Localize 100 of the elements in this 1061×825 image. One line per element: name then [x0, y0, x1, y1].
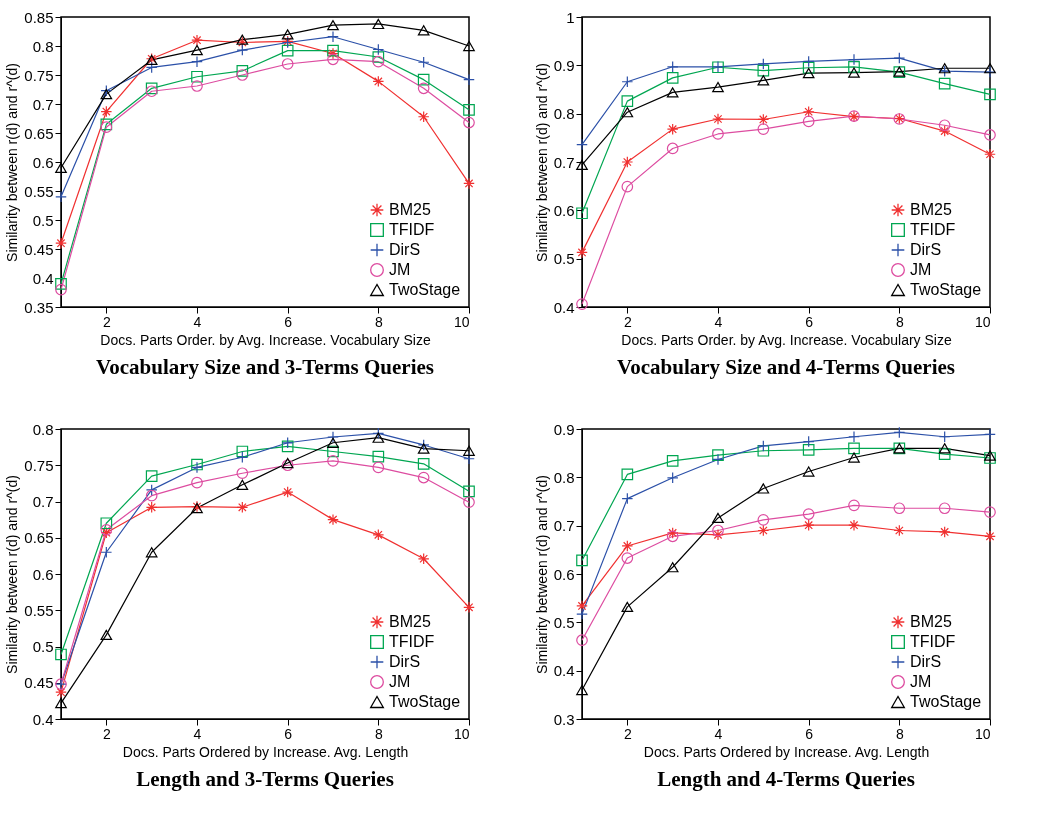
point	[893, 52, 906, 64]
point	[666, 471, 679, 484]
point	[757, 514, 770, 526]
point	[621, 180, 634, 193]
point	[848, 442, 860, 455]
point	[236, 501, 249, 514]
y-tick-label: 0.6	[553, 201, 575, 219]
point	[757, 58, 770, 70]
y-tick-label: 0.5	[553, 250, 575, 268]
y-tick-label: 0.75	[24, 456, 54, 474]
legend-label: JM	[910, 673, 932, 690]
legend-label: DirS	[910, 241, 942, 258]
point	[848, 499, 860, 512]
point	[666, 60, 679, 73]
x-tick-label: 4	[714, 313, 723, 330]
point	[712, 113, 724, 125]
point	[938, 125, 951, 137]
legend-label: BM25	[389, 613, 431, 630]
point	[145, 470, 158, 482]
x-tick-label: 8	[895, 725, 904, 742]
y-tick-label: 0.7	[553, 153, 575, 171]
legend-label: BM25	[389, 201, 431, 218]
x-tick-label: 2	[102, 313, 111, 330]
point	[463, 116, 475, 129]
y-tick-label: 0.8	[553, 105, 575, 123]
point	[666, 87, 679, 98]
legend-label: JM	[910, 261, 932, 278]
y-tick-label: 0.8	[553, 468, 575, 486]
point	[327, 431, 339, 443]
point	[984, 63, 996, 74]
x-tick-label: 6	[805, 725, 814, 742]
x-tick-label: 10	[453, 313, 470, 330]
point	[848, 67, 860, 78]
point	[712, 449, 724, 461]
point	[576, 684, 588, 696]
point	[327, 513, 339, 526]
x-tick-label: 10	[974, 725, 991, 742]
x-tick-label: 2	[102, 725, 111, 742]
point	[55, 162, 67, 173]
point	[802, 67, 815, 79]
point	[463, 601, 475, 614]
point	[712, 81, 724, 93]
point	[281, 486, 294, 498]
point	[236, 44, 249, 56]
point	[281, 44, 294, 57]
point	[236, 65, 249, 77]
point	[55, 697, 67, 709]
point	[463, 496, 475, 509]
point	[236, 479, 249, 490]
point	[417, 25, 430, 36]
point	[848, 452, 860, 463]
point	[576, 207, 588, 220]
legend-label: TFIDF	[910, 221, 956, 238]
x-tick-label: 6	[284, 725, 293, 742]
point	[757, 440, 770, 452]
point	[55, 648, 67, 661]
point	[100, 546, 113, 559]
point	[621, 540, 634, 552]
point	[463, 177, 475, 190]
point	[576, 138, 588, 151]
point	[802, 61, 815, 74]
y-axis-title: Similarity between r(d) and r^(d)	[4, 63, 21, 262]
point	[145, 547, 158, 558]
point	[712, 524, 724, 537]
point	[666, 527, 679, 539]
point	[236, 34, 249, 45]
x-axis-title: Docs. Parts Ordered by Increase. Avg. Length	[643, 743, 930, 760]
y-tick-label: 0.6	[32, 565, 54, 583]
point	[463, 445, 475, 456]
y-tick-label: 0.6	[32, 153, 54, 171]
point	[191, 55, 203, 68]
y-tick-label: 0.65	[24, 529, 54, 547]
legend-label: DirS	[910, 653, 942, 670]
point	[327, 445, 339, 458]
text: Length and 3-Terms Queries	[136, 767, 394, 791]
point	[848, 430, 860, 443]
point	[145, 489, 158, 502]
point	[938, 526, 951, 538]
point	[417, 471, 430, 484]
point	[938, 119, 951, 132]
point	[327, 437, 339, 448]
y-tick-label: 0.65	[24, 124, 54, 142]
point	[712, 512, 724, 524]
legend-label: TwoStage	[389, 281, 461, 298]
point	[191, 34, 203, 47]
point	[757, 64, 770, 77]
point	[802, 508, 815, 520]
point	[757, 123, 770, 135]
point	[417, 443, 430, 454]
legend-label: TFIDF	[910, 633, 956, 650]
y-axis-title: Similarity between r(d) and r^(d)	[4, 475, 21, 674]
point	[666, 455, 679, 467]
point	[893, 502, 906, 515]
x-tick-label: 2	[623, 313, 632, 330]
x-tick-label: 8	[374, 725, 383, 742]
x-tick-label: 6	[284, 313, 293, 330]
point	[893, 426, 906, 439]
point	[327, 53, 339, 66]
point	[938, 430, 951, 443]
point	[463, 73, 475, 86]
